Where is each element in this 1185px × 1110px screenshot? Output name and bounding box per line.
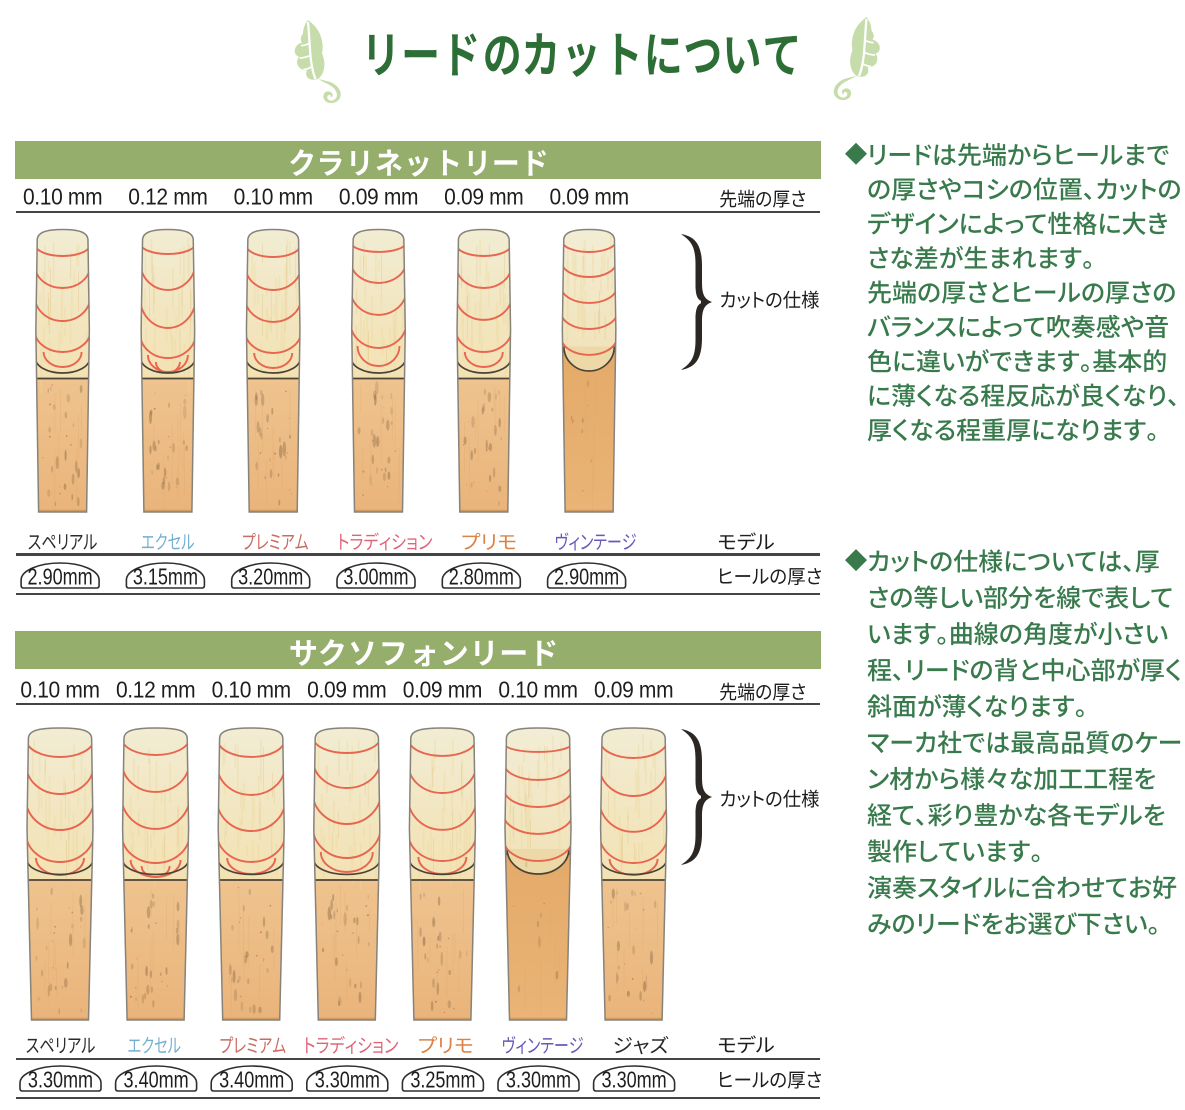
- svg-text:3.40mm: 3.40mm: [124, 1068, 189, 1094]
- svg-text:3.25mm: 3.25mm: [410, 1068, 475, 1094]
- svg-text:3.15mm: 3.15mm: [133, 565, 198, 591]
- svg-text:3.00mm: 3.00mm: [343, 565, 408, 591]
- svg-text:3.30mm: 3.30mm: [506, 1068, 571, 1094]
- svg-text:3.30mm: 3.30mm: [28, 1068, 93, 1094]
- svg-text:3.40mm: 3.40mm: [219, 1068, 284, 1094]
- svg-text:3.30mm: 3.30mm: [602, 1068, 667, 1094]
- svg-text:3.20mm: 3.20mm: [238, 565, 303, 591]
- svg-text:3.30mm: 3.30mm: [315, 1068, 380, 1094]
- svg-text:2.90mm: 2.90mm: [554, 565, 619, 591]
- svg-text:2.90mm: 2.90mm: [28, 565, 93, 591]
- svg-text:2.80mm: 2.80mm: [449, 565, 514, 591]
